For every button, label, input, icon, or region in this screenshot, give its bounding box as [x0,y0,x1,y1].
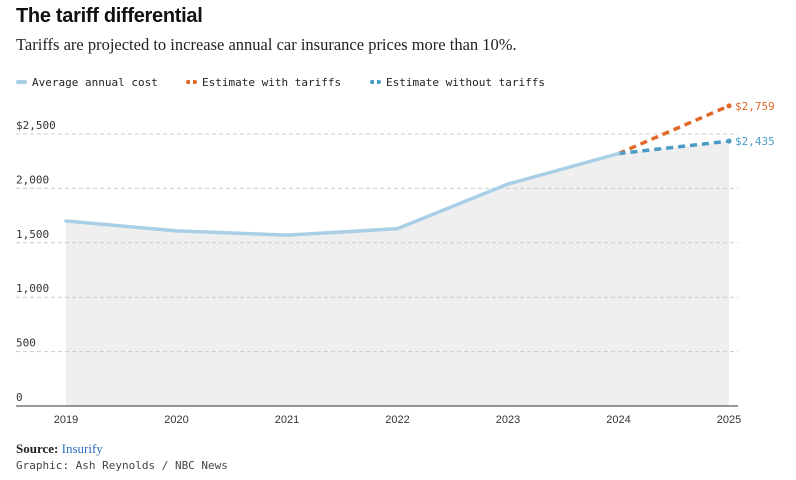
legend-label-average: Average annual cost [32,76,158,89]
x-tick-label: 2022 [385,414,409,426]
endpoint-without-tariffs [726,138,732,144]
y-tick-label: 0 [16,391,23,404]
x-tick-label: 2020 [164,414,188,426]
legend-swatch-with-tariffs [186,80,197,84]
x-tick-label: 2024 [606,414,630,426]
source-link[interactable]: Insurify [61,441,103,456]
graphic-credit: Graphic: Ash Reynolds / NBC News [16,459,228,472]
legend-swatch-average [16,80,27,84]
y-tick-label: 1,500 [16,228,49,241]
chart-subtitle: Tariffs are projected to increase annual… [16,35,517,54]
y-tick-label: 1,000 [16,282,49,295]
y-tick-label: $2,500 [16,119,56,132]
series-average-annual-cost [64,151,621,237]
endpoint-with-tariffs [726,103,732,109]
y-tick-label: 500 [16,337,36,350]
source-line: Source: Insurify [16,441,103,457]
x-tick-label: 2021 [275,414,299,426]
legend-item-with-tariffs: Estimate with tariffs [186,76,341,89]
x-tick-label: 2019 [54,414,78,426]
legend-item-average: Average annual cost [16,76,158,89]
series-with-tariffs [617,104,730,156]
end-label-without-tariffs: $2,435 [735,135,775,148]
legend-swatch-without-tariffs [370,80,381,84]
source-label: Source: [16,441,59,456]
chart-title: The tariff differential [16,5,203,27]
x-tick-label: 2023 [496,414,520,426]
y-tick-label: 2,000 [16,173,49,186]
legend-label-without-tariffs: Estimate without tariffs [386,76,545,89]
series-without-tariffs [618,139,730,156]
area-fill [66,141,729,406]
legend-label-with-tariffs: Estimate with tariffs [202,76,342,89]
x-tick-label: 2025 [717,414,741,426]
legend-item-without-tariffs: Estimate without tariffs [370,76,545,89]
end-label-with-tariffs: $2,759 [735,100,775,113]
